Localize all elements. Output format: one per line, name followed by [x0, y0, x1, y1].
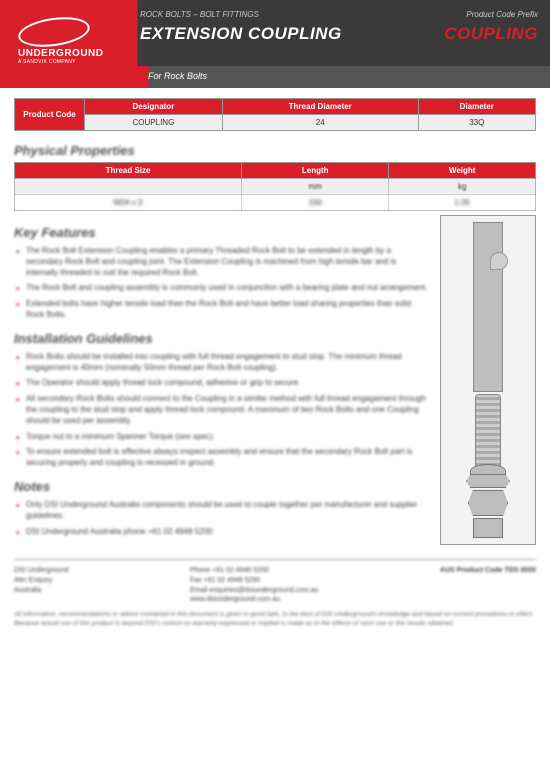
table2-unit2: kg: [389, 179, 536, 195]
table2-col2: Weight: [389, 163, 536, 179]
install-list: Rock Bolts should be installed into coup…: [14, 352, 428, 469]
install-item: Rock Bolts should be installed into coup…: [26, 352, 428, 374]
logo-ellipse-icon: [16, 13, 91, 51]
table2-cell1: 150: [242, 195, 389, 211]
product-code-table: Product Code Designator Thread Diameter …: [14, 98, 536, 131]
install-item: Torque nut to a minimum Spanner Torque (…: [26, 432, 428, 443]
footer-doc-code: AUS Product Code TDS 0000: [440, 566, 536, 605]
header-subtitle: For Rock Bolts: [0, 66, 550, 81]
table2-col1: Length: [242, 163, 389, 179]
table1-col0: Designator: [85, 99, 223, 115]
notes-list: Only DSI Underground Australia component…: [14, 500, 428, 537]
end-nut-icon: [473, 518, 503, 538]
footer-address: DSI Underground Attn Enquiry Australia: [14, 566, 68, 605]
section-title-install: Installation Guidelines: [14, 331, 428, 346]
install-item: All secondary Rock Bolts should connect …: [26, 394, 428, 426]
footer-contact: Phone +61 02 4948 5200 Fax +61 02 4948 5…: [190, 566, 319, 605]
logo-text: UNDERGROUND: [18, 48, 123, 59]
table1-cell1: 24: [222, 115, 418, 131]
logo-subtext: A SANDVIK COMPANY: [18, 59, 123, 65]
footer-disclaimer: All information, recommendations or advi…: [0, 605, 550, 640]
feature-item: Extended bolts have higher tensile load …: [26, 299, 428, 321]
physical-properties-table: Thread Size Length Weight mm kg M24 x 3 …: [14, 162, 536, 211]
install-item: The Operator should apply thread lock co…: [26, 378, 428, 389]
header-category: ROCK BOLTS – BOLT FITTINGS: [140, 10, 259, 19]
install-item: To ensure extended bolt is effective alw…: [26, 447, 428, 469]
page-title: EXTENSION COUPLING: [140, 24, 342, 44]
table2-unit1: mm: [242, 179, 389, 195]
table1-sidehead: Product Code: [15, 99, 85, 131]
product-code-prefix: COUPLING: [444, 24, 538, 44]
hex-nut-icon: [468, 490, 508, 516]
footer: DSI Underground Attn Enquiry Australia P…: [14, 559, 536, 605]
table1-cell0: COUPLING: [85, 115, 223, 131]
header-banner: UNDERGROUND A SANDVIK COMPANY ROCK BOLTS…: [0, 0, 550, 88]
bolt-diagram: [440, 215, 536, 545]
table2-cell0: M24 x 3: [15, 195, 242, 211]
stud-stop-icon: [490, 252, 508, 270]
note-item: Only DSI Underground Australia component…: [26, 500, 428, 522]
section-title-features: Key Features: [14, 225, 428, 240]
section-title-notes: Notes: [14, 479, 428, 494]
feature-item: The Rock Bolt Extension Coupling enables…: [26, 246, 428, 278]
table1-col1: Thread Diameter: [222, 99, 418, 115]
table2-col0: Thread Size: [15, 163, 242, 179]
features-list: The Rock Bolt Extension Coupling enables…: [14, 246, 428, 321]
table2-cell2: 1.05: [389, 195, 536, 211]
plate-icon: [466, 474, 510, 488]
table1-cell2: 33Q: [418, 115, 535, 131]
coupling-shaft-icon: [473, 222, 503, 392]
header-subtitle-bar: For Rock Bolts: [0, 66, 550, 88]
table2-unit0: [15, 179, 242, 195]
logo: UNDERGROUND A SANDVIK COMPANY: [18, 18, 123, 65]
section-title-physical: Physical Properties: [0, 135, 550, 162]
header-prefix-label: Product Code Prefix: [466, 10, 538, 19]
table1-col2: Diameter: [418, 99, 535, 115]
feature-item: The Rock Bolt and coupling assembly is c…: [26, 283, 428, 294]
note-item: DSI Underground Australia phone +61 02 4…: [26, 527, 428, 538]
